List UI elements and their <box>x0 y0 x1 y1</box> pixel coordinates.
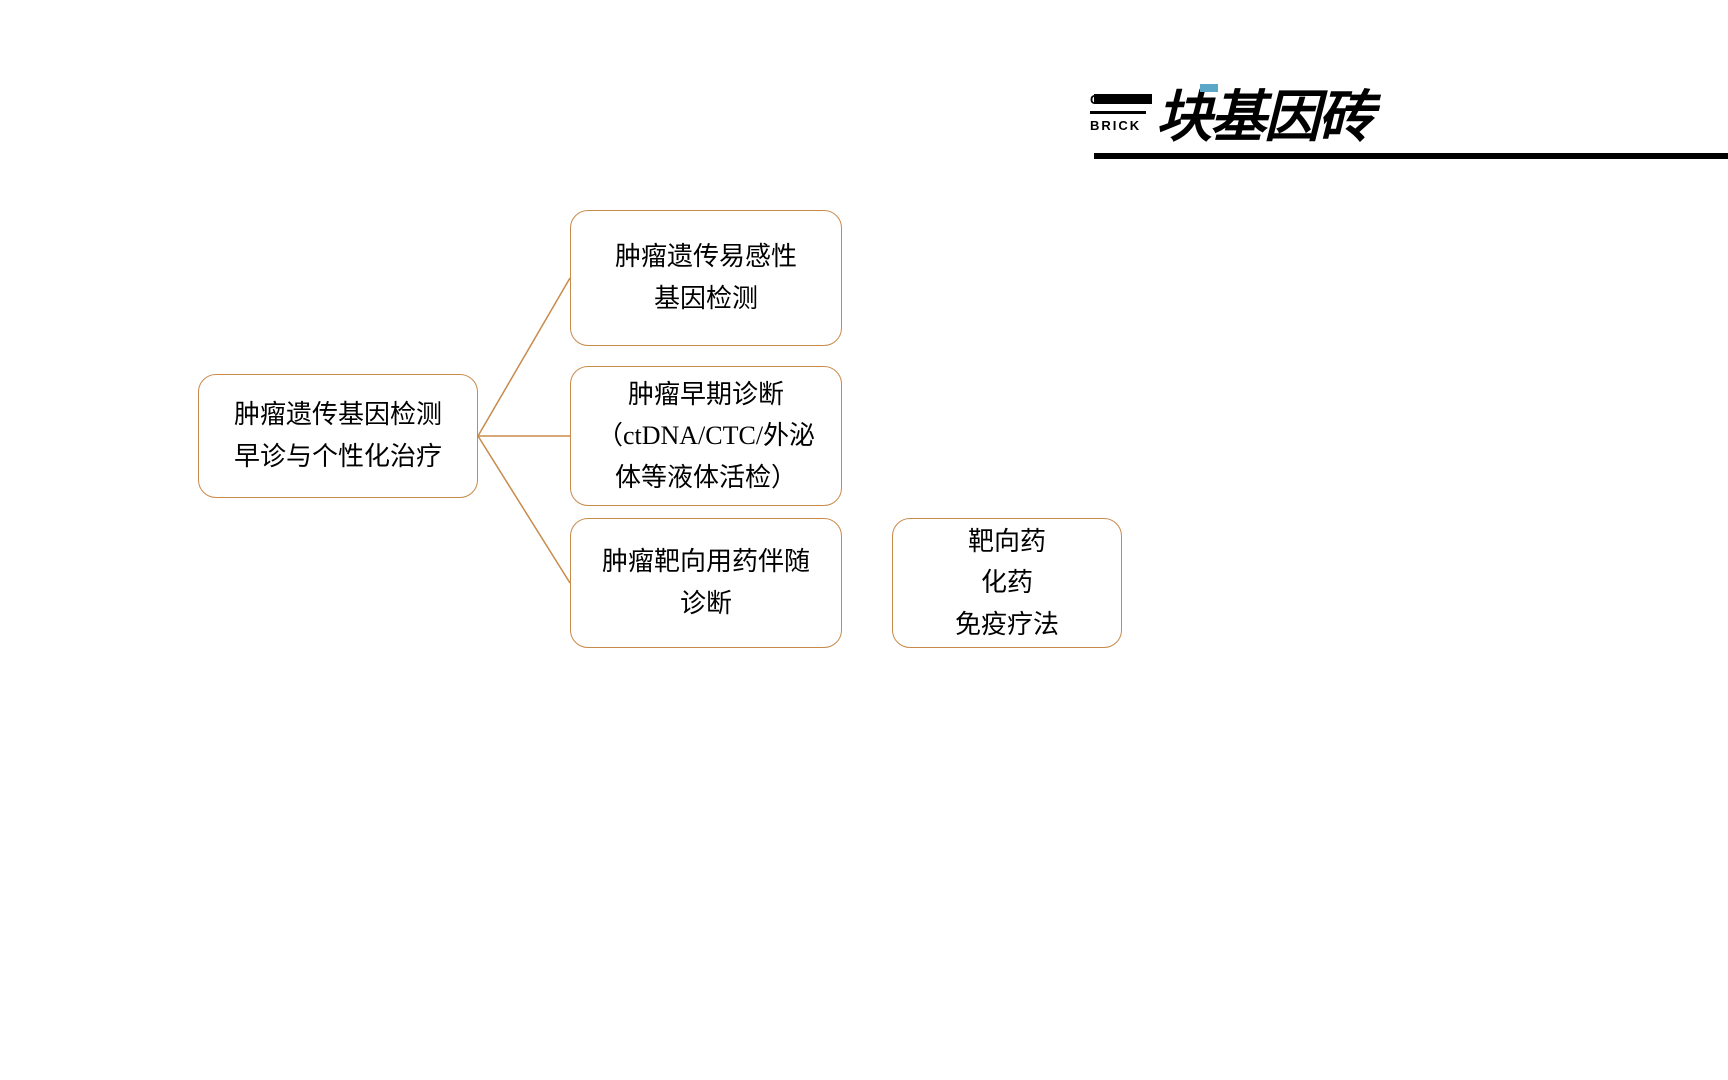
child2-line-1: 肿瘤早期诊断 <box>628 374 784 416</box>
logo-cn: 块基因砖 <box>1156 72 1372 153</box>
child2-line-2: （ctDNA/CTC/外泌 <box>597 415 815 457</box>
child1-line-1: 肿瘤遗传易感性 <box>615 236 797 278</box>
logo-cn-text: 块基因砖 <box>1156 85 1372 148</box>
brand-logo: GENE BRICK 块基因砖 <box>1090 72 1372 153</box>
child3-line-1: 肿瘤靶向用药伴随 <box>602 541 810 583</box>
drugs-line-3: 免疫疗法 <box>955 604 1059 646</box>
logo-divider <box>1090 111 1146 114</box>
child2-line-3: 体等液体活检） <box>615 457 797 499</box>
logo-underline-icon <box>1094 153 1728 159</box>
connector-layer <box>0 0 1728 1080</box>
connector-line <box>478 278 570 436</box>
drugs-node: 靶向药 化药 免疫疗法 <box>892 518 1122 648</box>
drugs-line-2: 化药 <box>981 562 1033 604</box>
root-node: 肿瘤遗传基因检测 早诊与个性化治疗 <box>198 374 478 498</box>
connector-line <box>478 436 570 583</box>
logo-accent-icon <box>1200 84 1218 92</box>
child3-line-2: 诊断 <box>680 583 732 625</box>
root-line-1: 肿瘤遗传基因检测 <box>234 394 442 436</box>
child-node-early-diagnosis: 肿瘤早期诊断 （ctDNA/CTC/外泌 体等液体活检） <box>570 366 842 506</box>
logo-bar-icon <box>1094 94 1152 104</box>
drugs-line-1: 靶向药 <box>968 521 1046 563</box>
child-node-susceptibility: 肿瘤遗传易感性 基因检测 <box>570 210 842 346</box>
child1-line-2: 基因检测 <box>654 278 758 320</box>
logo-latin-bottom: BRICK <box>1090 118 1146 133</box>
child-node-targeted-drug: 肿瘤靶向用药伴随 诊断 <box>570 518 842 648</box>
root-line-2: 早诊与个性化治疗 <box>234 436 442 478</box>
